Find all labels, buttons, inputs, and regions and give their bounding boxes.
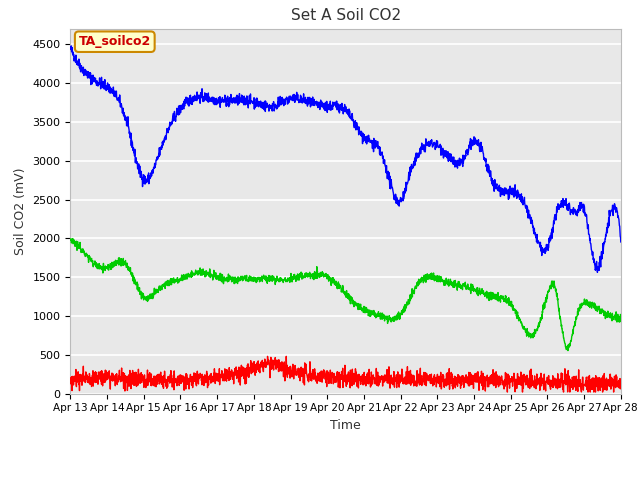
Title: Set A Soil CO2: Set A Soil CO2 (291, 9, 401, 24)
Text: TA_soilco2: TA_soilco2 (79, 35, 151, 48)
X-axis label: Time: Time (330, 419, 361, 432)
Y-axis label: Soil CO2 (mV): Soil CO2 (mV) (14, 168, 27, 255)
Legend: -2cm, -8cm, -16cm: -2cm, -8cm, -16cm (212, 474, 479, 480)
